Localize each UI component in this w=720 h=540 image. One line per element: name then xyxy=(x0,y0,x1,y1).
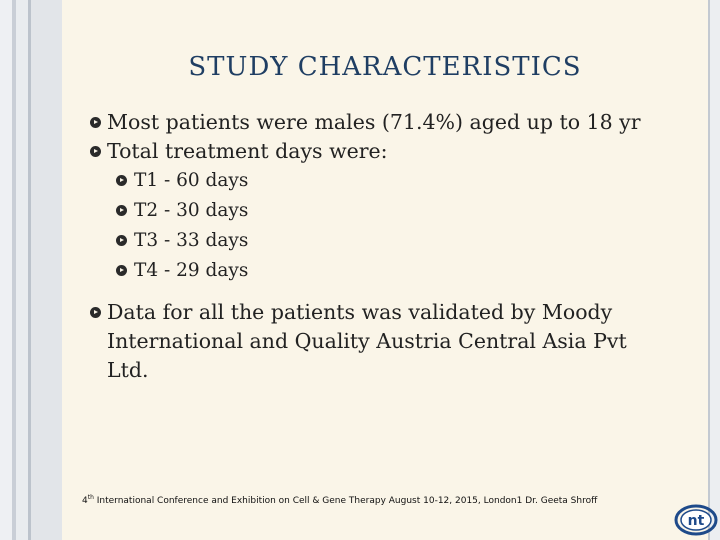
sub-bullet-list: T1 - 60 days T2 - 30 days T3 - 33 days T… xyxy=(90,166,670,286)
bullet-arrow-icon xyxy=(116,235,127,246)
bullet-item: Total treatment days were: xyxy=(90,137,670,166)
footer-citation: 4th International Conference and Exhibit… xyxy=(82,494,597,506)
sub-bullet-item: T3 - 33 days xyxy=(116,226,670,256)
slide: STUDY CHARACTERISTICS Most patients were… xyxy=(62,0,718,540)
bullet-item: Data for all the patients was validated … xyxy=(90,298,670,385)
sub-bullet-text: T1 - 60 days xyxy=(134,170,249,191)
bullet-text: Data for all the patients was validated … xyxy=(107,300,627,382)
bullet-list: Most patients were males (71.4%) aged up… xyxy=(90,108,670,385)
bullet-arrow-icon xyxy=(116,265,127,276)
slide-title: STUDY CHARACTERISTICS xyxy=(188,52,582,82)
sub-bullet-item: T2 - 30 days xyxy=(116,196,670,226)
bullet-arrow-icon xyxy=(90,117,101,128)
spacer xyxy=(90,286,670,298)
bullet-arrow-icon xyxy=(116,175,127,186)
logo-text: nt xyxy=(688,513,705,529)
footer-text: International Conference and Exhibition … xyxy=(93,496,598,506)
sub-bullet-item: T4 - 29 days xyxy=(116,256,670,286)
sub-bullet-text: T4 - 29 days xyxy=(134,260,249,281)
sub-bullet-text: T2 - 30 days xyxy=(134,200,249,221)
sub-bullet-item: T1 - 60 days xyxy=(116,166,670,196)
sub-bullet-text: T3 - 33 days xyxy=(134,230,249,251)
left-frame-decoration xyxy=(0,0,62,540)
bullet-text: Total treatment days were: xyxy=(107,139,388,163)
bullet-arrow-icon xyxy=(90,307,101,318)
logo-icon: nt xyxy=(674,504,718,536)
bullet-item: Most patients were males (71.4%) aged up… xyxy=(90,108,670,137)
footer-ordinal: 4 xyxy=(82,496,88,506)
bullet-text: Most patients were males (71.4%) aged up… xyxy=(107,110,641,134)
bullet-arrow-icon xyxy=(90,146,101,157)
bullet-arrow-icon xyxy=(116,205,127,216)
right-frame-decoration xyxy=(708,0,720,540)
footer-ordinal-suffix: th xyxy=(87,494,94,501)
